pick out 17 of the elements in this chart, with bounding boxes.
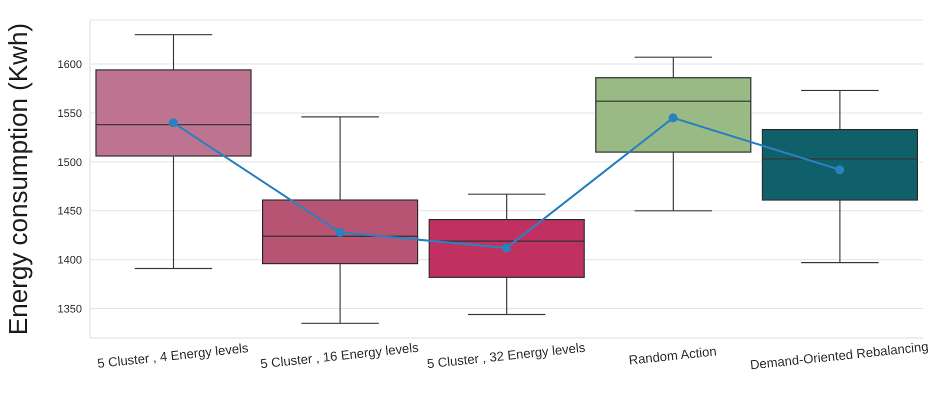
y-tick-label: 1450 [58, 206, 82, 218]
point [668, 113, 678, 122]
y-tick-label: 1350 [58, 304, 82, 316]
x-tick-label: Random Action [628, 343, 718, 368]
x-tick-label: 5 Cluster , 4 Energy levels [96, 340, 250, 371]
y-tick-label: 1600 [58, 58, 82, 71]
x-tick-label: Demand-Oriented Rebalancing [749, 338, 930, 372]
x-tick-label: 5 Cluster , 32 Energy levels [426, 340, 586, 372]
y-tick-label: 1400 [58, 254, 82, 267]
y-tick-label: 1500 [58, 156, 82, 169]
point [168, 118, 178, 128]
y-tick-label: 1550 [58, 108, 82, 120]
point [835, 165, 844, 174]
point [335, 228, 344, 237]
point [502, 243, 511, 252]
y-axis-title: Energy consumption (Kwh) [3, 22, 34, 336]
x-tick-label: 5 Cluster , 16 Energy levels [260, 340, 420, 372]
